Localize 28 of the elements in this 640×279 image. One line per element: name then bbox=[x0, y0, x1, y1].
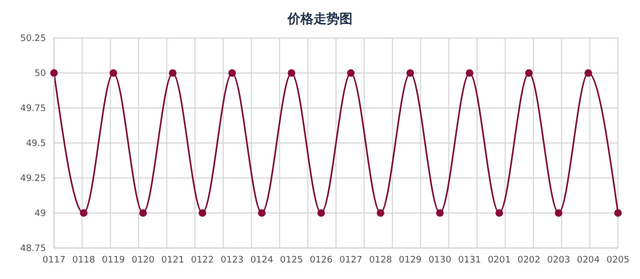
y-tick-label: 49.25 bbox=[20, 174, 46, 184]
y-tick-label: 49.5 bbox=[26, 139, 46, 150]
x-tick-label: 0126 bbox=[310, 255, 333, 266]
x-tick-label: 0118 bbox=[72, 255, 96, 266]
x-tick-label: 0129 bbox=[398, 255, 422, 266]
x-tick-label: 0124 bbox=[250, 255, 274, 266]
y-tick-label: 50.25 bbox=[20, 34, 46, 44]
x-tick-label: 0121 bbox=[161, 255, 184, 266]
x-tick-label: 0123 bbox=[220, 255, 244, 266]
x-tick-label: 0202 bbox=[517, 255, 540, 266]
x-tick-label: 0131 bbox=[458, 255, 482, 266]
x-tick-label: 0119 bbox=[102, 255, 126, 266]
x-tick-label: 0205 bbox=[606, 255, 630, 266]
chart-title: 价格走势图 bbox=[286, 11, 354, 28]
x-tick-label: 0120 bbox=[132, 255, 155, 266]
x-tick-label: 0201 bbox=[488, 255, 511, 266]
x-tick-label: 0122 bbox=[190, 255, 214, 266]
y-tick-label: 50 bbox=[34, 69, 46, 80]
y-tick-label: 49 bbox=[34, 209, 46, 220]
y-tick-label: 48.75 bbox=[20, 244, 46, 254]
x-tick-label: 0128 bbox=[369, 255, 392, 266]
x-tick-label: 0203 bbox=[547, 255, 570, 266]
x-tick-label: 0117 bbox=[42, 255, 66, 266]
x-tick-label: 0125 bbox=[280, 255, 303, 266]
x-tick-label: 0130 bbox=[428, 255, 452, 266]
y-tick-label: 49.75 bbox=[20, 104, 46, 114]
x-tick-label: 0204 bbox=[576, 255, 600, 266]
x-tick-label: 0127 bbox=[339, 255, 362, 266]
